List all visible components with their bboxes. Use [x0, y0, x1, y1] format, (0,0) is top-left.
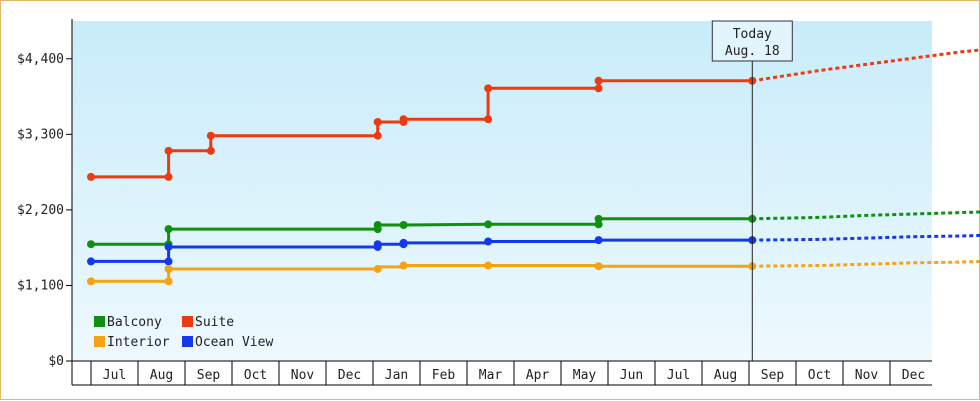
data-point-suite — [206, 146, 215, 155]
data-point-balcony — [399, 221, 408, 229]
data-point-suite — [594, 76, 603, 85]
legend-item-balcony: Balcony — [94, 315, 162, 330]
data-point-ocean-view — [164, 257, 173, 266]
price-line-suite — [91, 79, 753, 179]
data-point-balcony — [164, 225, 173, 234]
x-tick-label: Nov — [855, 368, 879, 383]
x-tick-label: Sep — [761, 368, 785, 383]
plot-area — [72, 21, 932, 361]
legend-swatch — [182, 336, 193, 347]
data-point-balcony — [594, 214, 603, 223]
series-ocean-view — [87, 233, 980, 266]
data-point-balcony — [373, 221, 382, 229]
y-tick-label: $0 — [48, 354, 64, 369]
series-suite — [87, 48, 980, 181]
data-point-interior — [399, 261, 408, 270]
x-tick-label: Dec — [902, 368, 925, 383]
x-tick-label: Jun — [620, 368, 643, 383]
today-label: Today — [733, 27, 772, 42]
x-tick-label: Jul — [103, 368, 126, 383]
data-point-interior — [164, 264, 173, 273]
x-tick-label: Apr — [526, 368, 550, 383]
x-tick-label: Aug — [150, 368, 173, 383]
legend-swatch — [94, 316, 105, 327]
forecast-line-balcony — [752, 210, 980, 221]
series-balcony — [87, 210, 980, 249]
forecast-line-interior — [752, 259, 980, 268]
x-tick-label: May — [573, 368, 597, 383]
x-tick-label: Jul — [667, 368, 690, 383]
data-point-suite — [484, 84, 493, 93]
x-tick-label: Sep — [197, 368, 221, 383]
legend-item-interior: Interior — [94, 335, 170, 350]
legend-label: Balcony — [107, 315, 162, 330]
data-point-ocean-view — [484, 237, 493, 246]
today-date: Aug. 18 — [725, 44, 780, 59]
legend-swatch — [182, 316, 193, 327]
data-point-ocean-view — [164, 242, 173, 251]
forecast-line-ocean-view — [752, 233, 980, 242]
data-point-ocean-view — [594, 236, 603, 245]
legend-label: Suite — [195, 315, 234, 330]
legend-swatch — [94, 336, 105, 347]
data-point-ocean-view — [373, 240, 382, 249]
data-point-suite — [164, 146, 173, 155]
x-tick-label: Mar — [479, 368, 503, 383]
legend-item-suite: Suite — [182, 315, 234, 330]
legend-item-ocean-view: Ocean View — [182, 335, 273, 350]
data-point-interior — [164, 277, 173, 286]
data-point-suite — [164, 172, 173, 181]
legend-label: Interior — [107, 335, 170, 350]
data-point-interior — [484, 261, 493, 270]
x-tick-label: Feb — [432, 368, 456, 383]
data-point-interior — [87, 277, 95, 286]
data-point-balcony — [594, 220, 603, 229]
data-point-suite — [87, 172, 95, 181]
y-tick-label: $2,200 — [17, 203, 64, 218]
data-point-suite — [484, 115, 493, 124]
data-point-suite — [373, 117, 382, 126]
data-point-balcony — [87, 240, 95, 249]
data-point-balcony — [484, 220, 493, 229]
x-tick-label: Jan — [385, 368, 408, 383]
x-tick-label: Oct — [244, 368, 267, 383]
data-point-suite — [594, 84, 603, 93]
data-point-suite — [373, 131, 382, 140]
legend-label: Ocean View — [195, 335, 273, 350]
x-tick-label: Dec — [338, 368, 361, 383]
forecast-line-suite — [752, 48, 980, 83]
y-tick-label: $1,100 — [17, 278, 64, 293]
y-tick-label: $4,400 — [17, 52, 64, 67]
data-point-interior — [373, 264, 382, 273]
data-point-ocean-view — [399, 238, 408, 247]
x-tick-label: Nov — [291, 368, 315, 383]
today-box — [711, 20, 793, 62]
data-point-ocean-view — [87, 257, 95, 266]
data-point-suite — [399, 115, 408, 124]
data-point-suite — [206, 131, 215, 140]
y-tick-label: $3,300 — [17, 127, 64, 142]
x-tick-label: Oct — [808, 368, 831, 383]
x-tick-label: Aug — [714, 368, 737, 383]
data-point-interior — [594, 262, 603, 271]
